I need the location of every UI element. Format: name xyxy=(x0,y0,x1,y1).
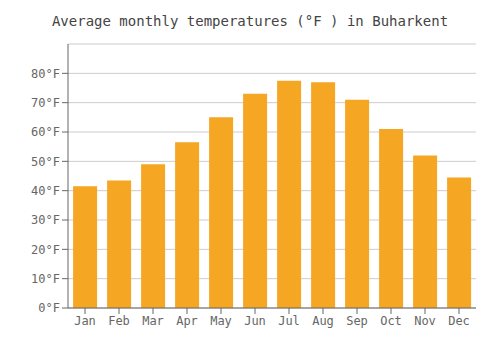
svg-text:Dec: Dec xyxy=(448,314,470,328)
svg-text:Nov: Nov xyxy=(414,314,436,328)
svg-text:Sep: Sep xyxy=(346,314,368,328)
svg-text:40°F: 40°F xyxy=(31,184,60,198)
svg-text:Apr: Apr xyxy=(176,314,198,328)
svg-text:Jul: Jul xyxy=(278,314,300,328)
svg-text:Oct: Oct xyxy=(380,314,402,328)
svg-text:May: May xyxy=(210,314,232,328)
svg-text:Jun: Jun xyxy=(244,314,266,328)
html-text:Average monthly temperatures (: Average monthly temperatures (°F ) in Bu… xyxy=(51,13,449,29)
svg-text:10°F: 10°F xyxy=(31,272,60,286)
svg-text:70°F: 70°F xyxy=(31,96,60,110)
svg-text:Aug: Aug xyxy=(312,314,334,328)
svg-text:50°F: 50°F xyxy=(31,155,60,169)
svg-text:80°F: 80°F xyxy=(31,67,60,81)
svg-text:20°F: 20°F xyxy=(31,243,60,257)
svg-text:Mar: Mar xyxy=(142,314,164,328)
svg-text:Jan: Jan xyxy=(74,314,96,328)
svg-text:0°F: 0°F xyxy=(38,301,60,315)
svg-text:30°F: 30°F xyxy=(31,213,60,227)
svg-text:60°F: 60°F xyxy=(31,125,60,139)
svg-text:Feb: Feb xyxy=(108,314,130,328)
